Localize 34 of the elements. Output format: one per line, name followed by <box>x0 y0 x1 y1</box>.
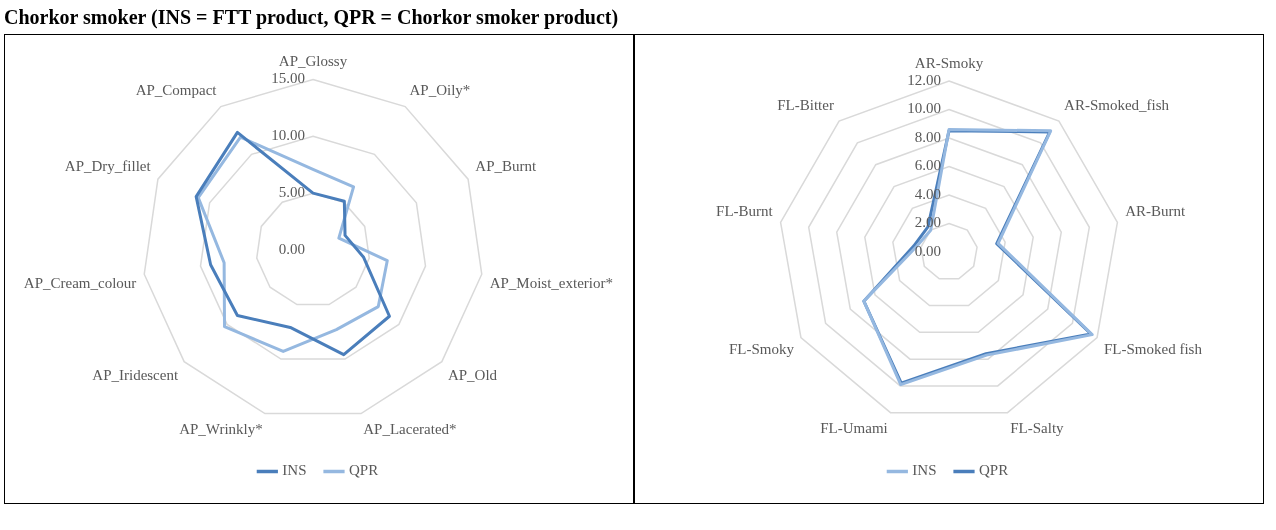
spoke-label: AP_Dry_fillet <box>64 157 152 174</box>
spoke-label: AP_Glossy <box>278 53 348 70</box>
legend-label: INS <box>912 462 937 479</box>
y-tick-label: 10.00 <box>271 127 305 144</box>
spoke-label: AR-Smoked_fish <box>1064 96 1170 113</box>
spoke-label: FL-Burnt <box>716 202 774 219</box>
legend-label: QPR <box>979 462 1009 479</box>
spoke-label: FL-Smoky <box>728 341 795 358</box>
legend-label: INS <box>282 462 307 479</box>
spoke-label: FL-Smoked fish <box>1104 341 1203 358</box>
spoke-label: FL-Umami <box>820 420 888 437</box>
spoke-label: FL-Salty <box>1010 420 1065 437</box>
y-tick-label: 10.00 <box>907 100 941 117</box>
y-tick-label: 0.00 <box>278 240 305 257</box>
spoke-label: AP_Oily* <box>409 81 471 98</box>
spoke-label: AP_Iridescent <box>92 366 179 383</box>
y-tick-label: 8.00 <box>914 128 941 145</box>
spoke-label: AR-Smoky <box>914 54 984 71</box>
chart-title: Chorkor smoker (INS = FTT product, QPR = Chorkor smoker product) <box>4 5 620 31</box>
spoke-label: AP_Old <box>447 366 498 383</box>
y-tick-label: 6.00 <box>914 157 941 174</box>
spoke-label: AP_Lacerated* <box>363 421 457 438</box>
spoke-label: FL-Bitter <box>777 96 834 113</box>
spoke-label: AP_Wrinkly* <box>179 421 263 438</box>
spoke-label: AR-Burnt <box>1125 202 1187 219</box>
spoke-label: AP_Cream_colour <box>23 275 137 292</box>
y-tick-label: 0.00 <box>914 242 941 259</box>
spoke-label: AP_Moist_exterior* <box>489 275 613 292</box>
y-tick-label: 15.00 <box>271 70 305 87</box>
spoke-label: AP_Burnt <box>475 157 538 174</box>
y-tick-label: 5.00 <box>278 184 305 201</box>
legend-label: QPR <box>349 462 379 479</box>
spoke-label: AP_Compact <box>135 81 218 98</box>
y-tick-label: 12.00 <box>907 71 941 88</box>
